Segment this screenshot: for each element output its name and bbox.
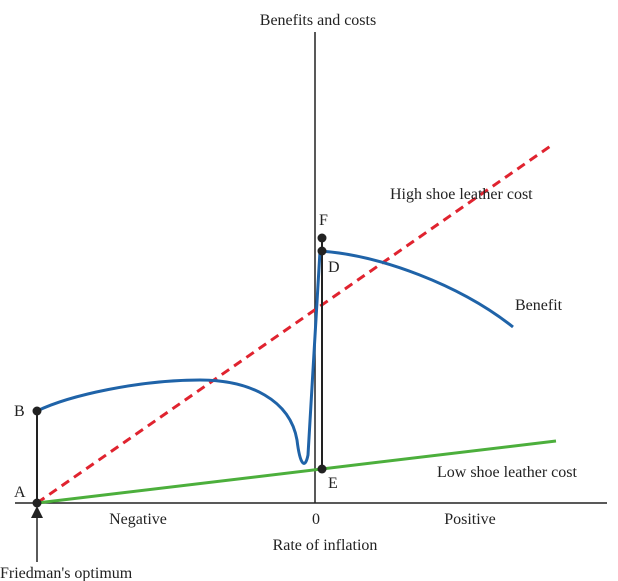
point [32, 498, 42, 508]
x-zero: 0 [312, 511, 320, 528]
point-label: F [319, 212, 328, 229]
benefit-curve [36, 249, 514, 465]
y-axis-label: Benefits and costs [260, 12, 376, 29]
point-label: A [14, 484, 26, 501]
low-cost-label: Low shoe leather cost [437, 464, 578, 481]
point [32, 406, 42, 416]
point [317, 233, 327, 243]
point [317, 246, 327, 256]
point-label: E [328, 475, 338, 492]
x-axis-label: Rate of inflation [273, 537, 378, 554]
benefit-label: Benefit [515, 297, 563, 314]
annotation: Friedman's optimum [0, 565, 133, 581]
point-label: D [328, 259, 340, 276]
x-positive: Positive [444, 511, 496, 528]
x-negative: Negative [109, 511, 167, 528]
point [317, 464, 327, 474]
point-label: B [14, 403, 25, 420]
high-cost-label: High shoe leather cost [390, 186, 533, 203]
low-cost-line [36, 439, 557, 505]
